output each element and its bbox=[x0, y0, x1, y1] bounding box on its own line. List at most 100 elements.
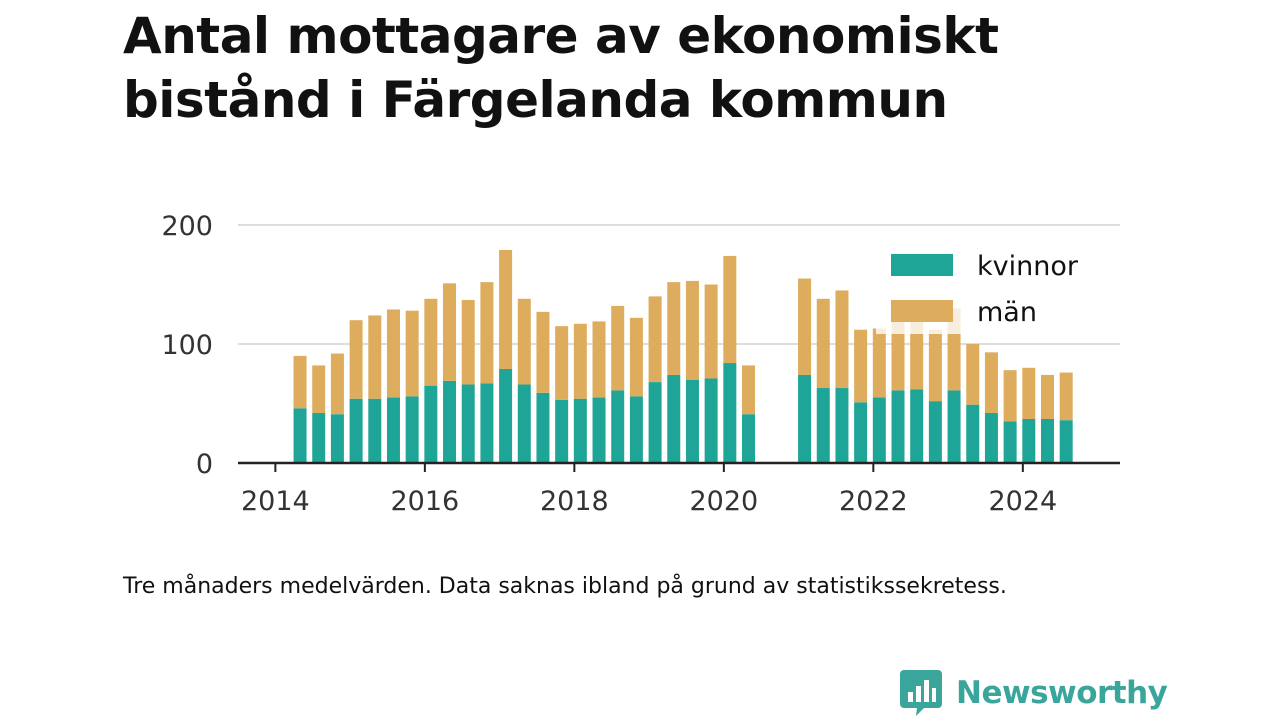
bar-man bbox=[928, 329, 942, 402]
bar-man bbox=[648, 296, 662, 383]
bars bbox=[293, 249, 1073, 463]
bar-kvinnor bbox=[312, 413, 326, 463]
bar-kvinnor bbox=[480, 383, 494, 463]
bar-kvinnor bbox=[723, 363, 737, 463]
bar-man bbox=[872, 328, 886, 398]
stacked-bar-chart: 0 100 200 2014 2016 2018 2020 2022 2024 kvinnor m… bbox=[161, 211, 1120, 517]
bar-kvinnor bbox=[704, 378, 718, 463]
brand-name: Newsworthy bbox=[956, 675, 1168, 711]
bar-man bbox=[312, 365, 326, 414]
bar-man bbox=[891, 319, 905, 391]
bar-kvinnor bbox=[984, 413, 998, 463]
bar-kvinnor bbox=[443, 380, 457, 463]
bar-man bbox=[685, 280, 699, 380]
bar-kvinnor bbox=[1040, 418, 1054, 463]
bar-man bbox=[1059, 372, 1073, 421]
x-tick-label: 2014 bbox=[241, 486, 310, 517]
bar-man bbox=[742, 365, 756, 415]
bar-kvinnor bbox=[499, 368, 513, 463]
bar-kvinnor bbox=[629, 396, 643, 463]
legend: kvinnor män bbox=[876, 242, 1102, 334]
bar-man bbox=[1003, 370, 1017, 422]
bar-man bbox=[443, 283, 457, 381]
bar-man bbox=[1022, 367, 1036, 419]
chart-title: Antal mottagare av ekonomiskt bistånd i … bbox=[123, 7, 999, 129]
bar-man bbox=[966, 344, 980, 405]
x-tick-label: 2020 bbox=[689, 486, 758, 517]
bar-kvinnor bbox=[928, 401, 942, 463]
bar-kvinnor bbox=[798, 374, 812, 463]
bar-man bbox=[480, 282, 494, 384]
bar-kvinnor bbox=[611, 390, 625, 463]
bar-kvinnor bbox=[947, 390, 961, 463]
bar-man bbox=[910, 317, 924, 390]
bar-kvinnor bbox=[573, 398, 587, 463]
y-tick-label: 100 bbox=[161, 330, 213, 361]
bar-kvinnor bbox=[816, 388, 830, 463]
x-tick-label: 2018 bbox=[540, 486, 609, 517]
bar-kvinnor bbox=[1059, 420, 1073, 463]
legend-label: män bbox=[977, 297, 1037, 328]
bar-kvinnor bbox=[1022, 418, 1036, 463]
bar-man bbox=[424, 298, 438, 386]
bar-kvinnor bbox=[1003, 421, 1017, 463]
x-tick-label: 2016 bbox=[391, 486, 460, 517]
footnote: Tre månaders medelvärden. Data saknas ib… bbox=[123, 574, 1007, 599]
bar-kvinnor bbox=[667, 374, 681, 463]
bar-man bbox=[555, 326, 569, 400]
x-tick-label: 2022 bbox=[839, 486, 908, 517]
bar-man bbox=[368, 315, 382, 399]
legend-label: kvinnor bbox=[977, 251, 1079, 282]
bar-man bbox=[798, 278, 812, 375]
legend-swatch bbox=[891, 254, 953, 276]
bar-kvinnor bbox=[424, 385, 438, 463]
bar-kvinnor bbox=[648, 382, 662, 463]
bar-kvinnor bbox=[685, 379, 699, 463]
bar-man bbox=[517, 298, 531, 385]
bar-man bbox=[704, 284, 718, 379]
brand-logo: Newsworthy bbox=[900, 668, 1168, 718]
bar-man bbox=[592, 321, 606, 398]
bar-man bbox=[536, 311, 550, 393]
bar-man bbox=[386, 309, 400, 398]
bar-man bbox=[816, 298, 830, 389]
bar-man bbox=[461, 299, 475, 385]
bar-kvinnor bbox=[872, 397, 886, 463]
bar-kvinnor bbox=[891, 390, 905, 463]
bar-man bbox=[629, 317, 643, 397]
bar-chart-speech-bubble-icon bbox=[900, 670, 942, 716]
legend-swatch bbox=[891, 300, 953, 322]
bar-kvinnor bbox=[910, 389, 924, 463]
bar-kvinnor bbox=[835, 388, 849, 463]
bar-man bbox=[573, 323, 587, 399]
bar-man bbox=[984, 352, 998, 414]
bar-man bbox=[499, 249, 513, 369]
bar-kvinnor bbox=[742, 414, 756, 463]
bar-man bbox=[667, 282, 681, 375]
bar-man bbox=[349, 320, 363, 399]
y-tick-label: 200 bbox=[161, 211, 213, 242]
bar-kvinnor bbox=[966, 404, 980, 463]
bar-man bbox=[611, 305, 625, 391]
bar-kvinnor bbox=[330, 414, 344, 463]
bar-kvinnor bbox=[592, 397, 606, 463]
bar-man bbox=[293, 355, 307, 409]
bar-kvinnor bbox=[536, 392, 550, 463]
bar-man bbox=[854, 329, 868, 403]
bar-kvinnor bbox=[555, 399, 569, 463]
bar-man bbox=[1040, 374, 1054, 419]
bar-kvinnor bbox=[293, 408, 307, 463]
y-tick-label: 0 bbox=[196, 449, 213, 480]
bar-kvinnor bbox=[349, 398, 363, 463]
bar-kvinnor bbox=[405, 396, 419, 463]
bar-kvinnor bbox=[854, 402, 868, 463]
bar-kvinnor bbox=[386, 397, 400, 463]
bar-kvinnor bbox=[517, 384, 531, 463]
bar-kvinnor bbox=[461, 384, 475, 463]
axes: 0 100 200 2014 2016 2018 2020 2022 2024 bbox=[161, 211, 1120, 517]
bar-man bbox=[330, 353, 344, 415]
bar-man bbox=[405, 310, 419, 397]
bar-kvinnor bbox=[368, 398, 382, 463]
bar-man bbox=[835, 290, 849, 389]
x-tick-label: 2024 bbox=[988, 486, 1057, 517]
